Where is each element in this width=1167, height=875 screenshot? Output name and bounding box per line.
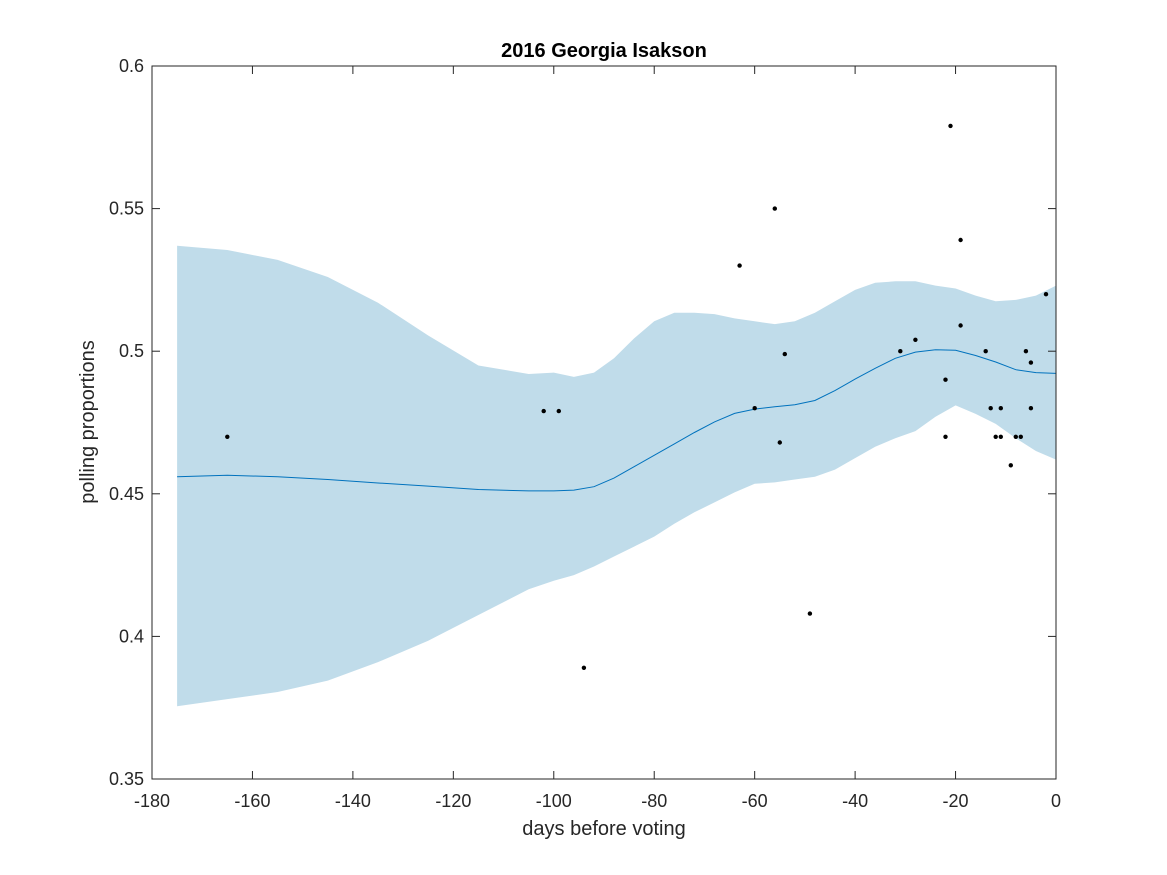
y-tick-label: 0.4 bbox=[119, 626, 144, 646]
data-point bbox=[737, 263, 742, 268]
x-tick-label: 0 bbox=[1051, 791, 1061, 811]
x-axis-label: days before voting bbox=[522, 818, 685, 840]
data-point bbox=[948, 123, 953, 129]
y-tick-label: 0.6 bbox=[119, 56, 144, 76]
y-tick-label: 0.45 bbox=[109, 484, 144, 504]
data-point bbox=[913, 337, 918, 342]
data-point bbox=[752, 406, 757, 411]
x-tick-label: -140 bbox=[335, 791, 371, 811]
x-tick-label: -60 bbox=[742, 791, 768, 811]
chart-title: 2016 Georgia Isakson bbox=[501, 40, 707, 62]
data-point bbox=[983, 349, 988, 354]
data-point bbox=[1018, 434, 1023, 439]
y-tick-label: 0.35 bbox=[109, 769, 144, 789]
fit-line bbox=[177, 349, 1057, 492]
axes-box bbox=[151, 65, 1057, 780]
x-tick-label: -100 bbox=[536, 791, 572, 811]
data-point bbox=[1028, 360, 1034, 365]
data-point bbox=[777, 440, 782, 445]
data-point bbox=[1013, 434, 1018, 439]
y-axis: 0.35 0.4 0.45 0.5 0.55 0.6 bbox=[109, 56, 1056, 789]
data-point bbox=[1023, 349, 1029, 354]
x-axis: -180 -160 -140 -120 -100 -80 -60 -40 -20 0 bbox=[134, 66, 1061, 811]
data-point bbox=[993, 434, 998, 439]
confidence-band bbox=[177, 245, 1057, 707]
y-axis-label: polling proportions bbox=[77, 340, 99, 503]
data-point bbox=[1043, 292, 1049, 297]
x-tick-label: -180 bbox=[134, 791, 170, 811]
data-point bbox=[772, 206, 777, 211]
x-tick-label: -160 bbox=[234, 791, 270, 811]
data-point bbox=[807, 611, 813, 616]
data-points bbox=[225, 123, 1049, 670]
y-tick-label: 0.55 bbox=[109, 199, 144, 219]
data-point bbox=[225, 434, 230, 439]
data-point bbox=[541, 408, 546, 414]
x-tick-label: -120 bbox=[435, 791, 471, 811]
data-point bbox=[556, 408, 561, 414]
data-point bbox=[581, 665, 587, 670]
data-point bbox=[1028, 406, 1034, 411]
data-point bbox=[998, 406, 1003, 411]
data-point bbox=[998, 434, 1003, 439]
data-point bbox=[1008, 463, 1013, 468]
x-tick-label: -80 bbox=[641, 791, 667, 811]
data-point bbox=[988, 406, 993, 411]
data-point bbox=[898, 349, 903, 354]
data-point bbox=[943, 434, 948, 439]
x-tick-label: -40 bbox=[842, 791, 868, 811]
y-tick-label: 0.5 bbox=[119, 341, 144, 361]
x-tick-label: -20 bbox=[943, 791, 969, 811]
data-point bbox=[958, 237, 963, 243]
data-point bbox=[943, 377, 948, 382]
data-point bbox=[958, 323, 963, 328]
data-point bbox=[782, 351, 787, 357]
